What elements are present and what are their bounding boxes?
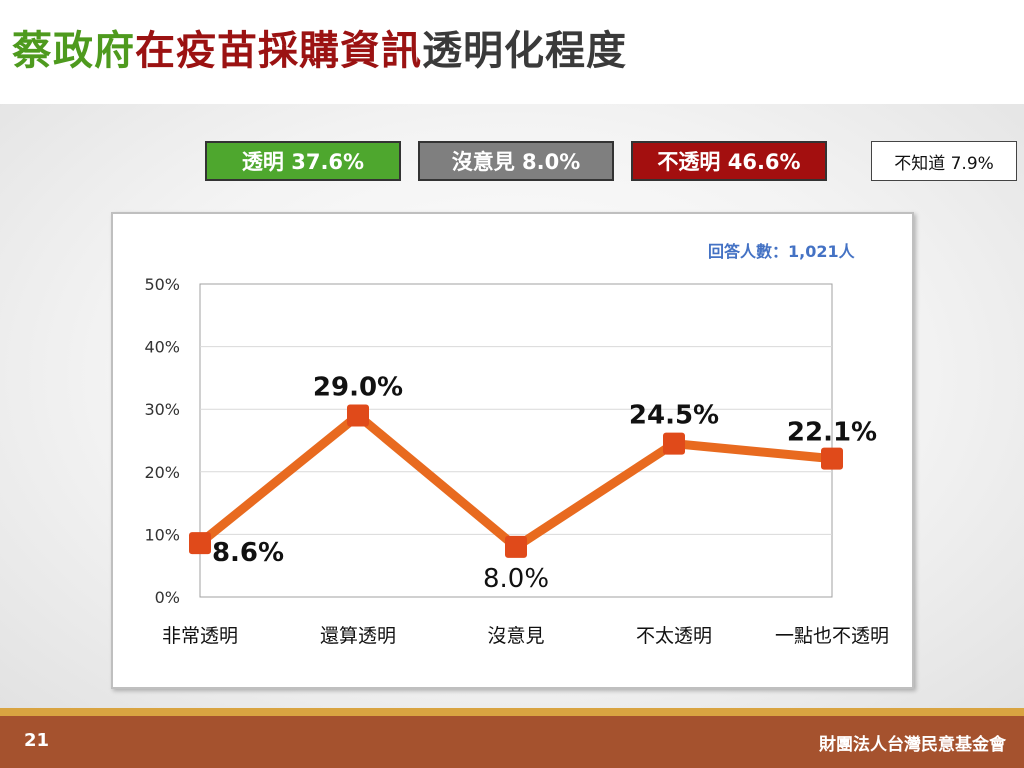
y-tick-label: 20% [144,463,180,482]
footer-bar: 21 財團法人台灣民意基金會 [0,716,1024,768]
y-axis-ticks: 0% 10% 20% 30% 40% 50% [144,275,180,607]
title-part-2: 在疫苗採購資訊 [135,28,422,74]
y-tick-label: 40% [144,338,180,357]
slide-title: 蔡政府在疫苗採購資訊透明化程度 [12,26,627,76]
x-tick-label: 沒意見 [487,625,544,647]
data-point [189,532,211,555]
data-label: 22.1% [787,418,877,448]
plot-area [199,283,833,598]
chart-grid [199,283,833,598]
data-label: 8.6% [212,538,284,568]
data-point [821,447,843,470]
footer-divider [0,708,1024,716]
legend-no-opinion: 沒意見 8.0% [418,141,614,181]
title-part-3: 透明化程度 [422,28,627,74]
y-tick-label: 0% [155,588,180,607]
data-point [347,404,369,427]
y-tick-label: 50% [144,275,180,294]
organization-name: 財團法人台灣民意基金會 [819,735,1006,755]
chart-points [189,404,843,558]
page-number: 21 [24,730,50,751]
y-tick-label: 10% [144,525,180,544]
title-bar: 蔡政府在疫苗採購資訊透明化程度 [0,0,1024,104]
x-tick-label: 不太透明 [636,625,712,647]
data-label: 24.5% [629,401,719,431]
x-tick-label: 還算透明 [320,625,396,647]
chart-series [197,409,833,553]
data-label: 8.0% [483,564,549,594]
x-axis-labels: 非常透明 還算透明 沒意見 不太透明 一點也不透明 [162,625,889,647]
series-line [197,409,833,553]
y-tick-label: 30% [144,400,180,419]
x-tick-label: 非常透明 [162,625,238,647]
data-labels: 8.6% 29.0% 8.0% 24.5% 22.1% [212,372,877,593]
legend-not-transparent: 不透明 46.6% [631,141,827,181]
legend-dont-know: 不知道 7.9% [871,141,1017,181]
data-label: 29.0% [313,372,403,402]
data-point [505,535,527,558]
x-tick-label: 一點也不透明 [775,625,889,647]
legend-transparent: 透明 37.6% [205,141,401,181]
title-part-1: 蔡政府 [12,28,135,74]
data-point [663,432,685,455]
respondent-count: 回答人數：1,021人 [708,242,855,261]
